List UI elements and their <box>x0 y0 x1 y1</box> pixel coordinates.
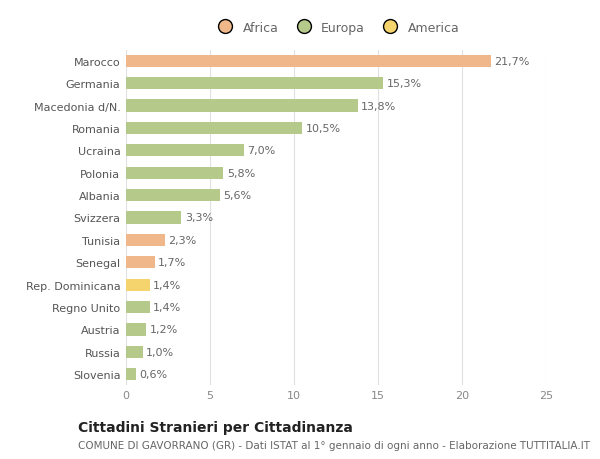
Text: 1,2%: 1,2% <box>149 325 178 335</box>
Bar <box>126 301 149 313</box>
Bar <box>126 324 146 336</box>
Text: 5,8%: 5,8% <box>227 168 255 179</box>
Bar <box>126 78 383 90</box>
Bar <box>126 167 223 179</box>
Text: COMUNE DI GAVORRANO (GR) - Dati ISTAT al 1° gennaio di ogni anno - Elaborazione : COMUNE DI GAVORRANO (GR) - Dati ISTAT al… <box>78 440 590 450</box>
Bar <box>126 145 244 157</box>
Text: 7,0%: 7,0% <box>247 146 275 156</box>
Text: 1,0%: 1,0% <box>146 347 174 357</box>
Bar <box>126 234 164 246</box>
Bar <box>126 190 220 202</box>
Text: 1,4%: 1,4% <box>153 280 181 290</box>
Text: 2,3%: 2,3% <box>168 235 196 246</box>
Bar <box>126 212 181 224</box>
Text: 10,5%: 10,5% <box>306 123 341 134</box>
Bar <box>126 123 302 135</box>
Text: 1,4%: 1,4% <box>153 302 181 313</box>
Text: 3,3%: 3,3% <box>185 213 213 223</box>
Text: 15,3%: 15,3% <box>386 79 422 89</box>
Text: 5,6%: 5,6% <box>223 190 251 201</box>
Text: 1,7%: 1,7% <box>158 257 186 268</box>
Bar <box>126 257 155 269</box>
Bar <box>126 279 149 291</box>
Bar <box>126 346 143 358</box>
Legend: Africa, Europa, America: Africa, Europa, America <box>208 17 464 39</box>
Text: Cittadini Stranieri per Cittadinanza: Cittadini Stranieri per Cittadinanza <box>78 420 353 434</box>
Text: 13,8%: 13,8% <box>361 101 397 112</box>
Bar <box>126 368 136 381</box>
Text: 0,6%: 0,6% <box>139 369 167 380</box>
Text: 21,7%: 21,7% <box>494 56 529 67</box>
Bar <box>126 56 491 68</box>
Bar <box>126 100 358 112</box>
